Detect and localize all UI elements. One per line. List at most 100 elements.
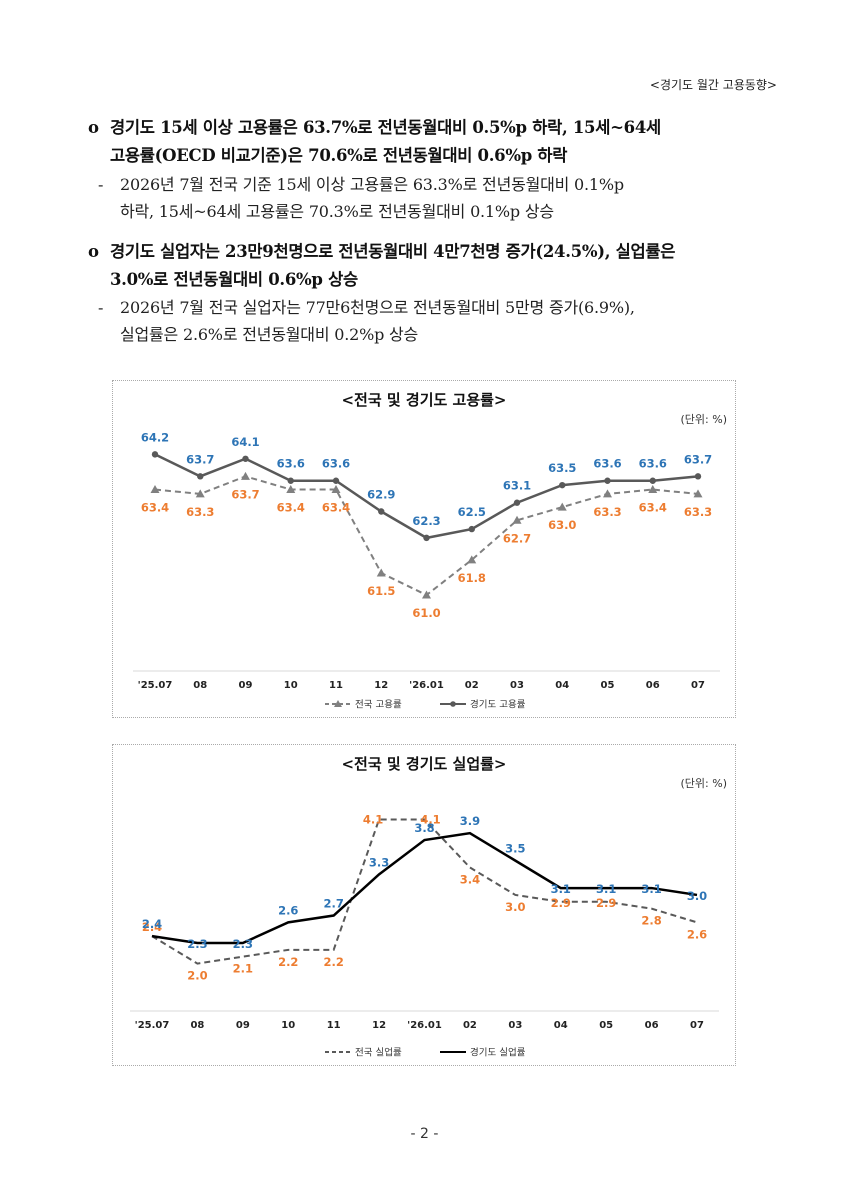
- data-label: 2.4: [142, 917, 162, 931]
- x-tick-label: 12: [374, 680, 388, 691]
- data-label: 3.9: [460, 814, 480, 828]
- x-tick-label: 03: [510, 680, 524, 691]
- bullet-marker: o: [88, 118, 99, 137]
- legend-label: 전국 고용률: [355, 700, 402, 711]
- data-label: 63.4: [141, 501, 169, 515]
- data-label: 4.1: [363, 812, 383, 826]
- x-tick-label: 02: [465, 680, 479, 691]
- data-point: [241, 471, 250, 480]
- data-label: 2.3: [233, 937, 253, 951]
- employment-rate-chart: <전국 및 경기도 고용률> (단위: %) '25.07 08 09 10 11 12 '…: [112, 380, 736, 718]
- legend-marker: [450, 701, 456, 707]
- data-point: [648, 485, 658, 494]
- x-tick-label: 02: [463, 1020, 477, 1031]
- data-label: 2.7: [323, 897, 343, 911]
- detail-line: 2026년 7월 전국 기준 15세 이상 고용률은 63.3%로 전년동월대비…: [120, 175, 624, 194]
- legend-label: 경기도 실업률: [470, 1047, 526, 1059]
- data-label: 3.1: [641, 882, 661, 896]
- x-tick-label: '25.07: [135, 1020, 170, 1031]
- data-label: 62.5: [458, 505, 486, 519]
- bullet-line: 3.0%로 전년동월대비 0.6%p 상승: [110, 270, 358, 289]
- x-tick-label: 07: [690, 1020, 704, 1031]
- data-label: 2.4: [142, 920, 162, 934]
- data-label: 2.9: [596, 896, 616, 910]
- bullet-marker: o: [88, 242, 99, 261]
- data-point: [513, 499, 521, 506]
- data-label: 2.9: [551, 896, 571, 910]
- data-label: 2.0: [187, 969, 207, 983]
- bullet-line: 경기도 15세 이상 고용률은 63.7%로 전년동월대비 0.5%p 하락, …: [110, 118, 661, 137]
- bullet-employment: o 경기도 15세 이상 고용률은 63.7%로 전년동월대비 0.5%p 하락…: [88, 114, 778, 170]
- chart-unit: (단위: %): [680, 413, 727, 426]
- data-label: 3.1: [596, 882, 616, 896]
- data-label: 63.6: [593, 457, 621, 471]
- data-label: 62.3: [412, 514, 440, 528]
- x-tick-label: 12: [372, 1020, 386, 1031]
- data-point: [286, 485, 296, 494]
- chart-title: <전국 및 경기도 실업률>: [341, 755, 507, 773]
- detail-unemployment: - 2026년 7월 전국 실업자는 77만6천명으로 전년동월대비 5만명 증…: [98, 294, 788, 348]
- x-tick-label: 03: [508, 1020, 522, 1031]
- data-label: 64.1: [231, 435, 259, 449]
- data-label: 4.1: [420, 812, 440, 826]
- data-point: [467, 555, 477, 564]
- data-label: 63.6: [277, 457, 305, 471]
- data-point: [423, 534, 430, 542]
- chart-title: <전국 및 경기도 고용률>: [341, 391, 507, 409]
- x-tick-label: 09: [236, 1020, 250, 1031]
- x-tick-label: 11: [327, 1020, 341, 1031]
- x-tick-label: 04: [555, 680, 569, 691]
- data-point: [376, 568, 386, 577]
- data-label: 2.1: [233, 962, 253, 976]
- data-point: [332, 477, 340, 484]
- bullet-unemployment: o 경기도 실업자는 23만9천명으로 전년동월대비 4만7천명 증가(24.5…: [88, 238, 778, 294]
- x-tick-label: 04: [554, 1020, 568, 1031]
- data-label: 3.0: [505, 900, 525, 914]
- data-label: 2.6: [687, 927, 707, 941]
- data-label: 63.6: [322, 457, 350, 471]
- data-label: 62.7: [503, 531, 531, 545]
- data-point: [603, 489, 612, 498]
- data-point: [150, 485, 160, 494]
- data-point: [331, 485, 341, 494]
- data-point: [197, 473, 204, 480]
- data-label: 63.1: [503, 479, 531, 493]
- data-label: 63.6: [639, 457, 667, 471]
- page-number: - 2 -: [410, 1126, 439, 1142]
- data-point: [512, 515, 522, 524]
- detail-line: 2026년 7월 전국 실업자는 77만6천명으로 전년동월대비 5만명 증가(…: [120, 298, 635, 317]
- data-label: 64.2: [141, 430, 169, 444]
- data-point: [694, 473, 702, 480]
- data-label: 3.5: [505, 842, 525, 856]
- data-label: 63.4: [322, 501, 350, 515]
- data-point: [693, 489, 703, 498]
- detail-marker: -: [98, 298, 104, 317]
- data-label: 2.8: [641, 914, 661, 928]
- data-label: 63.3: [186, 505, 214, 519]
- x-tick-label: 08: [193, 680, 207, 691]
- data-label: 2.3: [187, 937, 207, 951]
- data-point: [649, 477, 656, 484]
- x-tick-label: 08: [190, 1020, 204, 1031]
- data-point: [242, 455, 249, 462]
- data-label: 3.4: [460, 872, 480, 886]
- legend-marker: [334, 700, 342, 707]
- data-label: 3.3: [369, 855, 389, 869]
- x-tick-label: 10: [284, 680, 298, 691]
- data-label: 61.0: [412, 606, 440, 620]
- data-label: 63.7: [684, 452, 712, 466]
- x-tick-label: 05: [599, 1020, 613, 1031]
- detail-employment: - 2026년 7월 전국 기준 15세 이상 고용률은 63.3%로 전년동월…: [98, 171, 788, 225]
- data-point: [468, 525, 475, 533]
- detail-line: 하락, 15세~64세 고용률은 70.3%로 전년동월대비 0.1%p 상승: [120, 202, 554, 221]
- x-tick-label: '25.07: [138, 680, 173, 691]
- employment-rate-plot: '25.07 08 09 10 11 12 '26.01 02 03 04 05 06 07 63.4 63…: [133, 430, 720, 711]
- data-label: 2.2: [278, 955, 298, 969]
- data-label: 3.0: [687, 889, 707, 903]
- data-point: [151, 451, 159, 458]
- x-tick-label: 07: [691, 680, 705, 691]
- data-label: 63.3: [684, 505, 712, 519]
- x-tick-label: 09: [239, 680, 253, 691]
- data-label: 63.5: [548, 461, 576, 475]
- x-tick-label: 06: [646, 680, 660, 691]
